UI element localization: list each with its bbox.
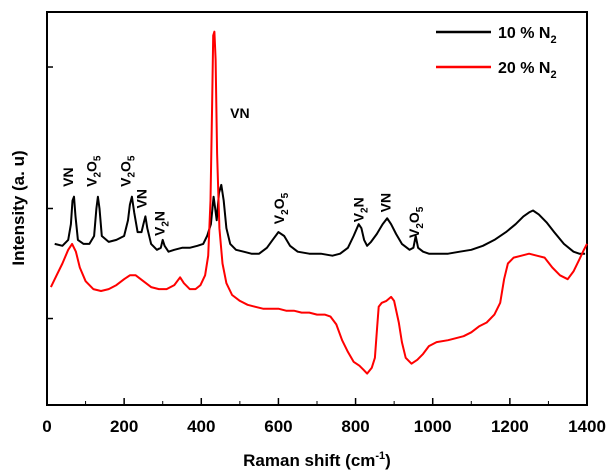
- legend: 10 % N2 20 % N2: [436, 25, 557, 81]
- x-axis-title: Raman shift (cm-1): [243, 450, 391, 470]
- x-tick-label: 1000: [414, 417, 452, 436]
- peak-label: VN: [134, 189, 150, 208]
- peak-label: V2O5: [271, 192, 291, 224]
- peak-label: VN: [230, 105, 249, 121]
- peak-label: VN: [377, 193, 393, 212]
- peak-label: V2O5: [83, 155, 103, 187]
- series-layer: [49, 30, 588, 375]
- series-line-20-percent-n2: [49, 30, 588, 375]
- y-axis-ticks: [47, 66, 53, 320]
- x-tick-label: 1400: [568, 417, 606, 436]
- series-line-10-percent-n2: [54, 183, 586, 257]
- peak-label: V2N: [152, 211, 172, 236]
- legend-label-10: 10 % N2: [498, 25, 557, 46]
- legend-label-20: 20 % N2: [498, 60, 557, 81]
- x-tick-label: 400: [187, 417, 215, 436]
- peak-label: V2O5: [117, 155, 137, 187]
- y-axis-title: Intensity (a. u): [9, 150, 28, 265]
- x-tick-label: 600: [264, 417, 292, 436]
- peak-label: V2O5: [406, 206, 426, 238]
- peak-label: VN: [60, 167, 76, 186]
- x-axis-ticks: 0 200 400 600 800 1000 1200 1400: [42, 398, 606, 436]
- x-tick-label: 800: [341, 417, 369, 436]
- x-tick-label: 200: [110, 417, 138, 436]
- peak-label: V2N: [350, 197, 370, 222]
- x-tick-label: 0: [42, 417, 51, 436]
- x-tick-label: 1200: [491, 417, 529, 436]
